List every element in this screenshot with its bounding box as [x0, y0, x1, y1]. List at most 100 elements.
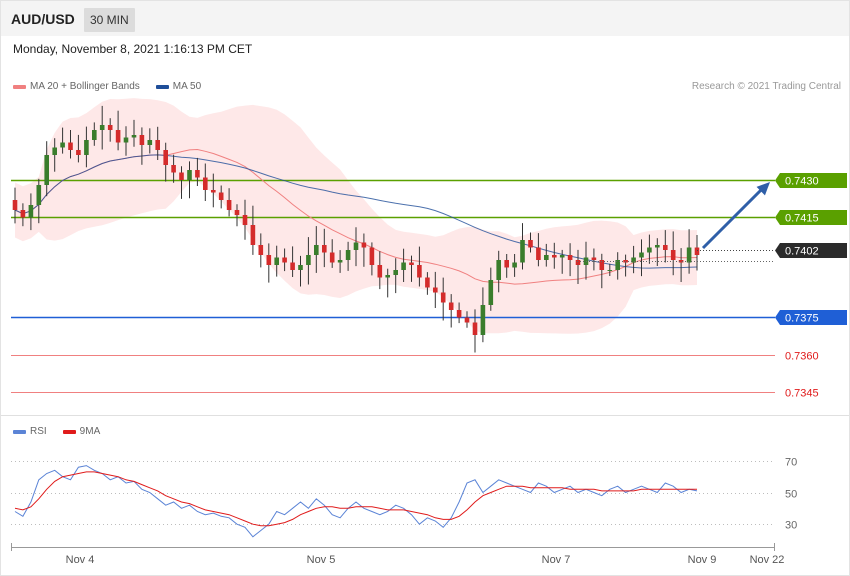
candle-body [464, 317, 470, 323]
candle-body [607, 270, 613, 271]
candle-body [290, 262, 295, 270]
candle-body [670, 250, 676, 260]
arrow-shaft [701, 185, 766, 250]
candle-body [655, 245, 660, 248]
candle-body [552, 255, 557, 258]
candle-body [76, 150, 81, 155]
candle-body [314, 245, 319, 255]
candle-body [417, 265, 422, 278]
timeframe-badge[interactable]: 30 MIN [84, 8, 135, 32]
candle-body [544, 255, 549, 260]
candle-body [520, 240, 525, 263]
candle-body [20, 210, 26, 218]
research-credit: Research © 2021 Trading Central [691, 81, 841, 92]
candle-body [171, 165, 176, 173]
candle-body [322, 245, 327, 253]
candle-body [559, 255, 565, 258]
candle-body [203, 177, 208, 190]
candle-body [456, 310, 462, 318]
level-label-1: 0.7415 [785, 213, 819, 225]
candle-body [575, 260, 581, 265]
projection-arrow [701, 182, 770, 250]
candle-body [401, 262, 406, 270]
rsi-legend: RSI 9MA [13, 426, 100, 437]
candle-body [274, 257, 279, 265]
candle-body [139, 135, 145, 145]
level-label-2: 0.7375 [785, 313, 819, 325]
candle-body [258, 245, 264, 255]
ma50-swatch [155, 84, 169, 89]
x-axis: Nov 4 Nov 5 Nov 7 Nov 9 Nov 22 [11, 543, 784, 566]
candle-body [599, 260, 605, 270]
candle-body [266, 255, 272, 265]
candle-body [678, 260, 684, 263]
candle-body [694, 247, 700, 255]
candle-body [115, 130, 121, 143]
rsi-tick-label-0: 70 [785, 457, 797, 469]
candle-body [147, 140, 153, 145]
x-tick-label-3: Nov 9 [688, 554, 717, 566]
candle-body [298, 265, 303, 270]
x-tick-label-4: Nov 22 [750, 554, 785, 566]
rsi-ma-swatch [62, 429, 76, 434]
bollinger-band [15, 98, 697, 334]
candle-body [385, 275, 390, 278]
candle-body [480, 305, 486, 335]
ma20-legend-label: MA 20 + Bollinger Bands [30, 81, 140, 92]
x-tick-label-1: Nov 5 [307, 554, 336, 566]
candle-body [28, 205, 34, 218]
candle-body [528, 240, 533, 248]
candle-body [163, 150, 168, 165]
support-resistance-levels: 0.7430 0.7415 0.7375 0.7360 0.7345 [11, 173, 847, 400]
candle-body [84, 140, 89, 155]
candle-body [361, 242, 367, 248]
candle-body [433, 287, 438, 293]
level-label-3: 0.7360 [785, 351, 819, 363]
candle-body [179, 172, 184, 180]
level-label-0: 0.7430 [785, 176, 819, 188]
ma20-swatch [13, 84, 26, 89]
candle-body [512, 262, 517, 268]
candle-body [60, 142, 65, 148]
candle-body [123, 137, 129, 143]
candle-body [639, 252, 644, 258]
candle-body [99, 125, 105, 130]
candle-body [329, 252, 335, 263]
candle-body [393, 270, 398, 275]
candle-body [448, 302, 454, 310]
candle-body [615, 260, 620, 270]
candle-body [663, 245, 668, 250]
candle-body [218, 192, 224, 200]
candle-body [409, 262, 414, 265]
candle-body [242, 215, 248, 225]
rsi-ma-line [14, 471, 697, 527]
ma50-line [14, 154, 698, 269]
candle-body [496, 260, 501, 280]
candle-body [195, 170, 200, 178]
candle-body [647, 247, 652, 253]
candles [12, 105, 700, 353]
candle-body [52, 147, 57, 155]
candle-body [369, 247, 375, 265]
last-price-tag [775, 243, 847, 258]
timestamp: Monday, November 8, 2021 1:16:13 PM CET [13, 42, 253, 56]
candle-body [155, 140, 160, 150]
rsi-tick-label-1: 50 [785, 489, 797, 501]
chart-header: AUD/USD 30 MIN [1, 1, 849, 36]
candle-body [36, 185, 42, 205]
candle-body [107, 125, 113, 130]
candle-body [282, 257, 287, 263]
candle-body [234, 210, 240, 215]
candle-body [488, 280, 494, 305]
candle-body [226, 200, 232, 210]
candle-body [631, 257, 636, 263]
level-tag-2 [775, 310, 847, 325]
candle-body [377, 265, 383, 278]
ma50-legend-label: MA 50 [172, 81, 202, 92]
candle-body [131, 135, 137, 138]
candle-body [686, 247, 692, 263]
rsi-tick-label-2: 30 [785, 520, 797, 532]
rsi-legend-label: RSI [30, 426, 47, 437]
x-tick-label-2: Nov 7 [542, 554, 571, 566]
